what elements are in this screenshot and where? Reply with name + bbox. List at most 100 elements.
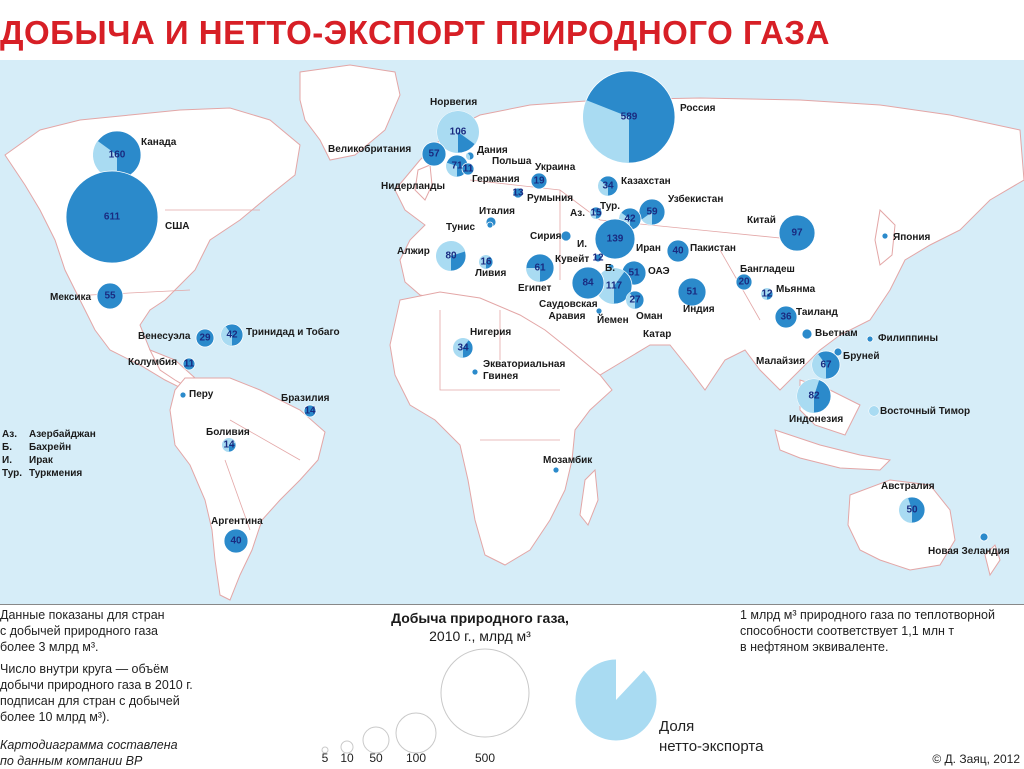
label-trinidad: Тринидад и Тобаго — [246, 327, 340, 338]
export-share-slice — [590, 208, 596, 219]
label-syria: Сирия — [530, 231, 562, 242]
production-circle[interactable] — [796, 378, 832, 414]
label-venezuela: Венесуэла — [138, 331, 191, 342]
label-argentina: Аргентина — [211, 516, 263, 527]
value-brazil: 14 — [304, 405, 316, 417]
production-circle[interactable] — [552, 466, 560, 474]
production-circle[interactable] — [833, 347, 843, 357]
production-circle[interactable] — [735, 273, 753, 291]
production-circle[interactable] — [179, 391, 187, 399]
production-circle[interactable] — [92, 130, 142, 180]
production-circle[interactable] — [666, 239, 690, 263]
production-circle[interactable] — [811, 350, 841, 380]
share-label-line2: нетто-экспорта — [659, 738, 764, 755]
production-circle-base — [571, 266, 605, 300]
production-circle[interactable] — [571, 266, 605, 300]
production-circle[interactable] — [866, 335, 874, 343]
production-circle-base — [96, 282, 124, 310]
production-circle[interactable] — [778, 214, 816, 252]
production-circle[interactable] — [303, 404, 317, 418]
land-new-zealand — [984, 544, 1001, 577]
value-bolivia: 14 — [223, 439, 235, 451]
label-indonesia: Индонезия — [789, 414, 844, 425]
production-circle[interactable] — [881, 232, 889, 240]
production-circle[interactable] — [195, 328, 215, 348]
value-azerbaijan: 15 — [590, 207, 602, 219]
production-circle[interactable] — [452, 337, 474, 359]
abbr-full: Туркмения — [29, 468, 83, 479]
label-qatar: Катар — [643, 329, 672, 340]
label-vietnam: Вьетнам — [815, 328, 858, 339]
production-circle[interactable] — [595, 307, 603, 315]
value-iran: 139 — [606, 233, 624, 245]
production-circle[interactable] — [774, 305, 798, 329]
production-circle[interactable] — [221, 437, 237, 453]
world-map[interactable] — [0, 60, 1024, 604]
label-peru: Перу — [189, 389, 214, 400]
label-china: Китай — [747, 215, 776, 226]
abbr-full: Азербайджан — [29, 429, 96, 440]
land-greenland — [299, 64, 401, 161]
production-circle[interactable] — [465, 151, 475, 161]
land-great-britain — [414, 164, 433, 201]
production-circle[interactable] — [898, 496, 926, 524]
production-circle[interactable] — [979, 532, 989, 542]
production-circle[interactable] — [760, 287, 774, 301]
scale-circle — [340, 740, 354, 754]
production-circle[interactable] — [594, 218, 636, 260]
production-circle[interactable] — [436, 110, 480, 154]
value-qatar: 117 — [605, 280, 623, 292]
production-circle-base — [303, 404, 317, 418]
map-canvas — [4, 64, 1024, 601]
production-circle-base — [512, 187, 524, 199]
label-east-timor: Восточный Тимор — [880, 406, 971, 417]
production-circle[interactable] — [593, 253, 603, 263]
production-circle[interactable] — [486, 221, 494, 229]
production-circle[interactable] — [220, 323, 244, 347]
production-circle[interactable] — [677, 277, 707, 307]
production-circle-base — [595, 307, 603, 315]
value-norway: 106 — [449, 126, 467, 138]
production-circle[interactable] — [461, 162, 475, 176]
production-circle[interactable] — [638, 198, 666, 226]
production-circle[interactable] — [512, 187, 524, 199]
production-circle[interactable] — [223, 528, 249, 554]
value-mexico: 55 — [104, 290, 116, 302]
production-circle[interactable] — [801, 328, 813, 340]
abbr-row: И. Ирак — [2, 454, 96, 467]
production-circle[interactable] — [589, 206, 603, 220]
production-circle[interactable] — [182, 357, 196, 371]
note-line: способности соответствует 1,1 млн т — [740, 624, 955, 638]
abbr-full: Ирак — [29, 455, 53, 466]
production-circle[interactable] — [435, 240, 467, 272]
note-line: добычи природного газа в 2010 г. — [0, 678, 193, 692]
note-line: более 10 млрд м³). — [0, 710, 110, 724]
production-circle[interactable] — [65, 170, 159, 264]
label-pakistan: Пакистан — [690, 243, 736, 254]
production-circle[interactable] — [96, 282, 124, 310]
label-romania: Румыния — [527, 193, 574, 204]
export-share-slice — [479, 255, 491, 269]
production-circle-base — [530, 172, 548, 190]
production-circle[interactable] — [625, 290, 645, 310]
label-egypt: Египет — [518, 283, 552, 294]
production-circle[interactable] — [471, 368, 479, 376]
value-turkmenia: 42 — [624, 213, 636, 225]
production-circle[interactable] — [868, 405, 880, 417]
value-romania: 13 — [512, 187, 524, 199]
abbr-code: Б. — [2, 442, 12, 453]
value-venezuela: 29 — [199, 332, 211, 344]
production-circle[interactable] — [421, 141, 447, 167]
production-circle[interactable] — [478, 254, 494, 270]
label-russia: Россия — [680, 103, 716, 114]
production-circle[interactable] — [530, 172, 548, 190]
production-circle[interactable] — [582, 70, 676, 164]
production-circle[interactable] — [597, 175, 619, 197]
note-source: Картодиаграмма составлена по данным комп… — [0, 737, 178, 769]
label-equatorial-guinea: Экваториальная Гвинея — [483, 359, 566, 382]
legend-panel: Данные показаны для стран с добычей прир… — [0, 604, 1024, 768]
legend-title-unit: 2010 г., млрд м³ — [429, 628, 531, 644]
production-circle[interactable] — [525, 253, 555, 283]
production-circle-base — [801, 328, 813, 340]
production-circle[interactable] — [560, 230, 572, 242]
